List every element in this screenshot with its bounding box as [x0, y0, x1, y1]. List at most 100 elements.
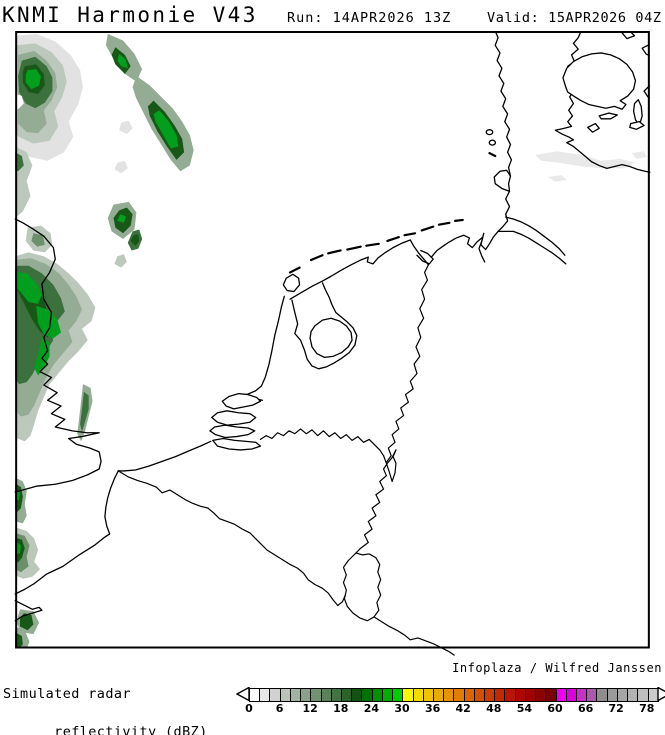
- colorbar-tick-label: 12: [302, 702, 318, 715]
- colorbar-cell: [577, 689, 588, 701]
- island-walcheren: [213, 438, 261, 449]
- colorbar-cell: [372, 689, 383, 701]
- legend-caption-line2: reflectivity (dBZ): [54, 724, 208, 735]
- island-voorne: [222, 394, 260, 409]
- weather-map-svg: [0, 31, 665, 678]
- island-funen: [563, 53, 636, 109]
- colorbar-cell: [260, 689, 271, 701]
- colorbar-cell: [382, 689, 394, 701]
- run-time: Run: 14APR2026 13Z: [287, 10, 452, 26]
- coast-somme: [15, 601, 42, 621]
- island-foehr: [486, 130, 492, 135]
- colorbar-cell: [515, 689, 526, 701]
- precip-blob: [36, 305, 62, 339]
- precip-hole: [15, 93, 24, 110]
- colorbar-cell: [393, 689, 404, 701]
- attribution-text: Infoplaza / Wilfred Janssen: [452, 661, 662, 675]
- colorbar-cell: [352, 689, 363, 701]
- colorbar-tick-label: 54: [516, 702, 533, 715]
- precip-trace: [547, 175, 567, 182]
- island-schouwen: [212, 411, 256, 425]
- colorbar-cell: [607, 689, 618, 701]
- precip-blob: [15, 271, 42, 304]
- precip-trace: [535, 151, 636, 169]
- colorbar-cell: [587, 689, 598, 701]
- map-frame: [16, 32, 649, 648]
- colorbar-cell: [280, 689, 291, 701]
- precip-blob: [130, 234, 140, 246]
- colorbar-cell: [556, 689, 567, 701]
- polder-flevoland: [310, 318, 352, 357]
- colorbar-tick-label: 72: [608, 702, 624, 715]
- river-elbe-south: [498, 231, 566, 263]
- colorbar-tick-label: 78: [639, 702, 655, 715]
- colorbar-cell: [444, 689, 455, 701]
- header: KNMI Harmonie V43 Run: 14APR2026 13Z Val…: [0, 0, 665, 31]
- colorbar-tick-label: 18: [333, 702, 349, 715]
- precip-blob: [25, 69, 41, 90]
- map-area: Infoplaza / Wilfred Janssen: [0, 31, 665, 678]
- border-netherlands-germany: [386, 265, 428, 463]
- colorbar-cell: [474, 689, 486, 701]
- colorbar-cell: [362, 689, 373, 701]
- precip-blob: [16, 541, 21, 555]
- coast-belgium: [118, 441, 211, 471]
- colorbar: [249, 688, 659, 702]
- colorbar-tick-label: 36: [424, 702, 441, 715]
- colorbar-tick-label: 30: [394, 702, 410, 715]
- colorbar-cell: [403, 689, 414, 701]
- colorbar-cell: [341, 689, 353, 701]
- colorbar-tick-label: 0: [245, 702, 253, 715]
- colorbar-cell: [628, 689, 639, 701]
- dike-afsluitdijk: [290, 281, 322, 299]
- colorbar-cell: [423, 689, 434, 701]
- island-lolland-w: [630, 122, 644, 130]
- precip-blob: [119, 120, 133, 135]
- colorbar-cell: [433, 689, 445, 701]
- river-weser: [479, 233, 485, 262]
- valid-time: Valid: 15APR2026 04Z: [487, 10, 662, 26]
- colorbar-cell: [311, 689, 322, 701]
- colorbar-tick-label: 60: [547, 702, 563, 715]
- coast-france: [15, 471, 118, 594]
- border-luxembourg: [343, 553, 380, 621]
- colorbar-cell: [250, 689, 261, 701]
- border-belgium-germany: [356, 450, 396, 553]
- coast-schleswig-west: [494, 170, 510, 214]
- colorbar-cell: [301, 689, 312, 701]
- precip-blob: [114, 254, 127, 268]
- colorbar-cell: [464, 689, 475, 701]
- island-amrum: [489, 140, 495, 145]
- wadden-islands: [290, 153, 495, 272]
- colorbar-tick-label: 24: [363, 702, 380, 715]
- colorbar-cell: [536, 689, 547, 701]
- colorbar-cell: [331, 689, 342, 701]
- colorbar-cell: [505, 689, 516, 701]
- precip-blob: [153, 110, 179, 149]
- precip-trace: [631, 151, 647, 159]
- legend: Simulated radar reflectivity (dBZ) 0 6 12 1…: [0, 682, 665, 735]
- colorbar-tick-label: 42: [455, 702, 471, 715]
- coast-jutland-west: [495, 31, 511, 176]
- model-title: KNMI Harmonie V43: [2, 3, 258, 27]
- river-ems-dollard: [410, 240, 428, 265]
- islands: [210, 31, 650, 450]
- borders: [118, 265, 454, 655]
- colorbar-cell: [638, 689, 649, 701]
- border-belgium-netherlands: [260, 429, 383, 456]
- precip-blob: [117, 214, 126, 223]
- coast-england: [15, 219, 101, 492]
- border-france-belgium: [118, 471, 345, 606]
- river-elbe-north: [506, 217, 565, 255]
- colorbar-cell: [413, 689, 424, 701]
- precip-blob: [80, 391, 89, 432]
- colorbar-cell: [270, 689, 281, 701]
- colorbar-right-arrow: [657, 687, 665, 701]
- bay-dollard: [417, 250, 433, 263]
- precip-blob: [19, 613, 34, 631]
- precip-blob: [114, 160, 128, 174]
- legend-caption-line1: Simulated radar: [3, 686, 131, 702]
- legend-caption: Simulated radar reflectivity (dBZ): [3, 685, 208, 735]
- precip-blob: [15, 152, 24, 172]
